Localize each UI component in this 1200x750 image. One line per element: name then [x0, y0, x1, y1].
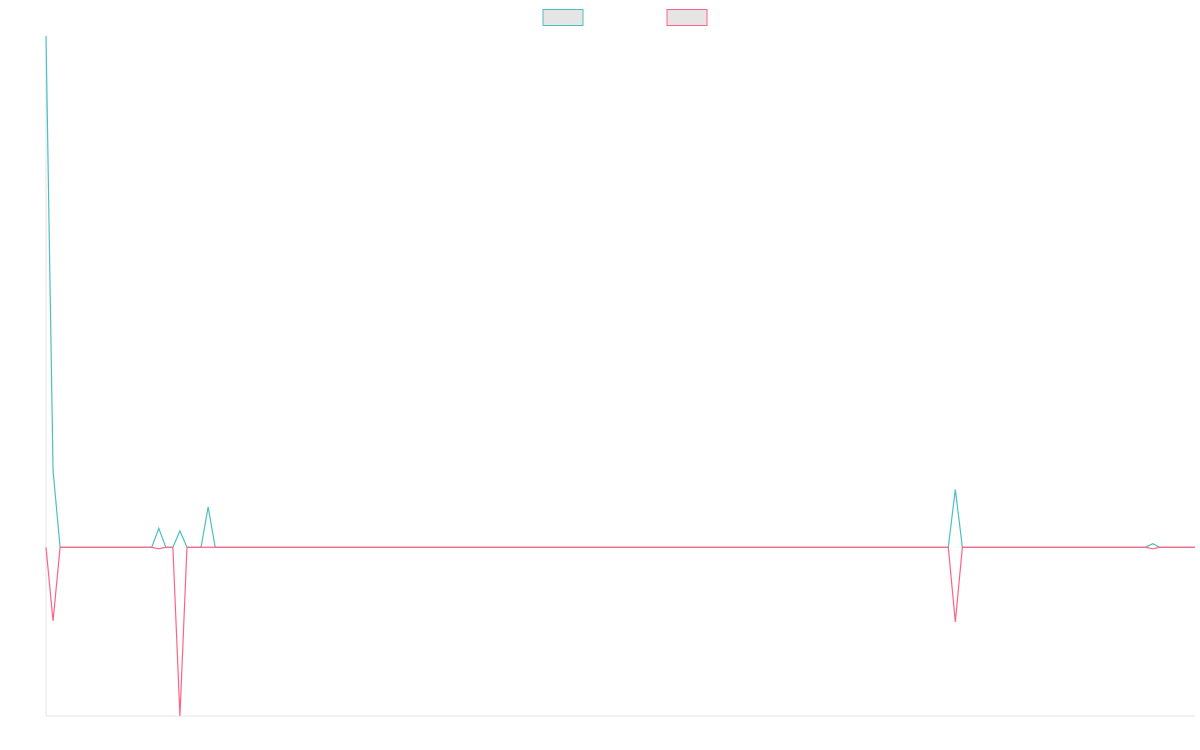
- axes: [45, 36, 1195, 717]
- series-group: [45, 35, 1195, 717]
- series-line-2: [45, 546, 1195, 717]
- legend-swatch-2: [666, 9, 708, 26]
- legend: [542, 9, 708, 26]
- legend-swatch-1: [542, 9, 584, 26]
- series-line-1: [45, 35, 1195, 548]
